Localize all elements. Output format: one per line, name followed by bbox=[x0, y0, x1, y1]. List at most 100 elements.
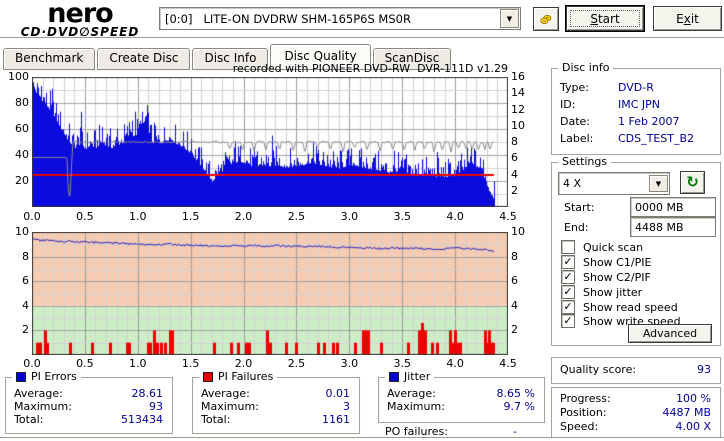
axis-tick-label: 3.0 bbox=[340, 210, 359, 223]
pi-errors-title: PI Errors bbox=[31, 370, 77, 383]
axis-tick-label: 4 bbox=[22, 298, 29, 312]
top-separator bbox=[0, 37, 724, 41]
stat-label: Average: bbox=[14, 387, 63, 400]
refresh-icon: ↻ bbox=[686, 173, 699, 191]
axis-tick-label: 0.0 bbox=[23, 210, 41, 223]
checkbox-show-read-speed[interactable]: ✓ Show read speed bbox=[561, 300, 678, 314]
checkbox-box[interactable]: ✓ bbox=[561, 314, 575, 328]
jitter-legend-icon bbox=[389, 372, 399, 382]
disc-type-value: DVD-R bbox=[618, 81, 654, 94]
checkbox-label: Show jitter bbox=[583, 285, 643, 299]
exit-label-accel: x bbox=[683, 11, 691, 26]
axis-tick-label: 4.0 bbox=[446, 210, 464, 223]
speed-value: 4.00 X bbox=[675, 420, 711, 433]
progress-value: 100 % bbox=[676, 392, 711, 405]
quality-score-value: 93 bbox=[697, 363, 711, 376]
axis-tick-label: 14 bbox=[511, 86, 525, 100]
checkbox-show-c1-pie[interactable]: ✓ Show C1/PIE bbox=[561, 255, 651, 269]
drive-select[interactable]: [0:0] LITE-ON DVDRW SHM-165P6S MS0R ▼ bbox=[159, 7, 521, 30]
axis-tick-label: 2 bbox=[22, 323, 29, 337]
disc-info-groupbox: Disc info Type: DVD-R ID: IMC JPN Date: 1 F… bbox=[551, 61, 721, 155]
checkbox-box[interactable] bbox=[561, 240, 575, 254]
axis-tick-label: 1.0 bbox=[129, 210, 147, 223]
start-position-field[interactable]: 0000 MB bbox=[630, 197, 716, 217]
axis-tick-label: 60 bbox=[15, 122, 29, 135]
stat-label: Total: bbox=[201, 413, 231, 426]
axis-tick-label: 80 bbox=[15, 96, 29, 109]
quality-score-box: Quality score: 93 bbox=[551, 357, 721, 384]
stat-value: 513434 bbox=[121, 413, 163, 426]
nero-logo: nero CD·DVD∅SPEED bbox=[4, 0, 156, 39]
stat-value: 93 bbox=[149, 400, 163, 413]
stat-label: Maximum: bbox=[387, 400, 445, 413]
tab-disc-info[interactable]: Disc Info bbox=[192, 48, 269, 70]
disc-info-title: Disc info bbox=[558, 61, 614, 75]
chevron-down-icon[interactable]: ▼ bbox=[649, 175, 668, 192]
stat-value: 9.7 % bbox=[503, 400, 535, 413]
stat-label: Total: bbox=[14, 413, 44, 426]
exit-label-post: it bbox=[690, 11, 699, 26]
refresh-button[interactable]: ↻ bbox=[680, 171, 705, 194]
axis-tick-label: 4.5 bbox=[499, 357, 517, 370]
axis-tick-label: 3.0 bbox=[340, 357, 359, 370]
axis-tick-label: 16 bbox=[511, 70, 525, 83]
advanced-button[interactable]: Advanced bbox=[628, 324, 712, 343]
checkbox-box[interactable]: ✓ bbox=[561, 300, 575, 314]
checkbox-show-write-speed[interactable]: ✓ Show write speed bbox=[561, 314, 681, 328]
end-position-value: 4488 MB bbox=[635, 220, 684, 234]
checkbox-label: Quick scan bbox=[583, 240, 644, 254]
checkbox-box[interactable]: ✓ bbox=[561, 255, 575, 269]
stat-label: Maximum: bbox=[14, 400, 72, 413]
jitter-pif-chart bbox=[32, 232, 508, 355]
tab-create-disc[interactable]: Create Disc bbox=[97, 48, 191, 70]
chart-title: recorded with PIONEER DVD-RW DVR-111D v1… bbox=[232, 62, 508, 75]
disc-type-label: Type: bbox=[560, 81, 589, 94]
axis-tick-label: 12 bbox=[511, 102, 525, 116]
axis-tick-label: 4.0 bbox=[446, 357, 464, 370]
axis-tick-label: 1.0 bbox=[129, 357, 147, 370]
checkbox-quick-scan[interactable]: Quick scan bbox=[561, 240, 643, 254]
axis-tick-label: 2 bbox=[511, 183, 518, 197]
checkbox-box[interactable]: ✓ bbox=[561, 270, 575, 284]
axis-tick-label: 8 bbox=[511, 135, 518, 148]
settings-title: Settings bbox=[558, 155, 612, 169]
po-failures-label: PO failures: bbox=[385, 425, 448, 438]
axis-tick-label: 8 bbox=[511, 249, 518, 263]
axis-tick-label: 6 bbox=[511, 274, 518, 288]
disc-button[interactable] bbox=[533, 7, 559, 31]
checkbox-show-jitter[interactable]: ✓ Show jitter bbox=[561, 285, 642, 299]
checkbox-box[interactable]: ✓ bbox=[561, 285, 575, 299]
bottom-separator bbox=[0, 437, 724, 441]
axis-tick-label: 10 bbox=[511, 225, 525, 238]
checkbox-label: Show C1/PIE bbox=[583, 255, 652, 269]
axis-tick-label: 2.5 bbox=[287, 357, 306, 370]
quality-score-label: Quality score: bbox=[560, 363, 637, 376]
tab-disc-quality[interactable]: Disc Quality bbox=[270, 44, 371, 70]
stat-value: 8.65 % bbox=[496, 387, 535, 400]
axis-tick-label: 2.0 bbox=[234, 210, 253, 223]
end-position-label: End: bbox=[564, 221, 589, 234]
disc-id-label: ID: bbox=[560, 98, 576, 111]
position-value: 4487 MB bbox=[662, 406, 711, 419]
disc-label-label: Label: bbox=[560, 132, 594, 145]
axis-tick-label: 1.5 bbox=[181, 210, 200, 223]
chevron-down-icon[interactable]: ▼ bbox=[500, 9, 519, 28]
tab-benchmark[interactable]: Benchmark bbox=[3, 48, 96, 70]
checkbox-show-c2-pif[interactable]: ✓ Show C2/PIF bbox=[561, 270, 651, 284]
axis-tick-label: 2.5 bbox=[287, 210, 306, 223]
pi-failures-stats-box: PI Failures Average: 0.01 Maximum: 3 Total… bbox=[192, 370, 360, 434]
drive-select-value: [0:0] LITE-ON DVDRW SHM-165P6S MS0R bbox=[165, 11, 411, 26]
axis-tick-label: 2.0 bbox=[234, 357, 253, 370]
pi-failures-legend-icon bbox=[203, 372, 213, 382]
scan-speed-select[interactable]: 4 X ▼ bbox=[558, 172, 670, 195]
tab-scandisc[interactable]: ScanDisc bbox=[372, 48, 452, 70]
end-position-field[interactable]: 4488 MB bbox=[630, 217, 716, 237]
jitter-stats-box: Jitter Average: 8.65 % Maximum: 9.7 % bbox=[378, 370, 545, 423]
stat-label: Average: bbox=[387, 387, 436, 400]
brand-cd-dvd-speed: CD·DVD∅SPEED bbox=[20, 25, 140, 39]
disc-date-label: Date: bbox=[560, 115, 590, 128]
disc-stack-icon bbox=[540, 14, 552, 24]
